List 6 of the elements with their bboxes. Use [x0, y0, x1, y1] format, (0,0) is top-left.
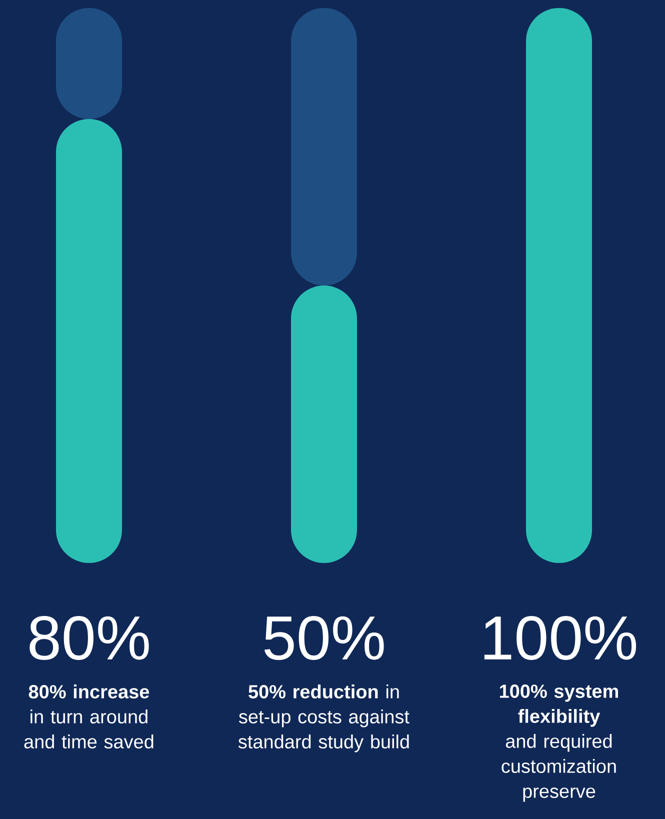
x-tick-label: 50% reduction in set-up costs against standard study build [238, 684, 410, 752]
data-label: 80% [30, 616, 149, 660]
x-tick-label: 80% increase in turn around and time saved [24, 684, 154, 748]
data-label: 100% [484, 616, 636, 660]
x-tick-label: 100% system flexibility and required customization preserve [500, 684, 618, 802]
data-label: 50% [264, 616, 384, 660]
